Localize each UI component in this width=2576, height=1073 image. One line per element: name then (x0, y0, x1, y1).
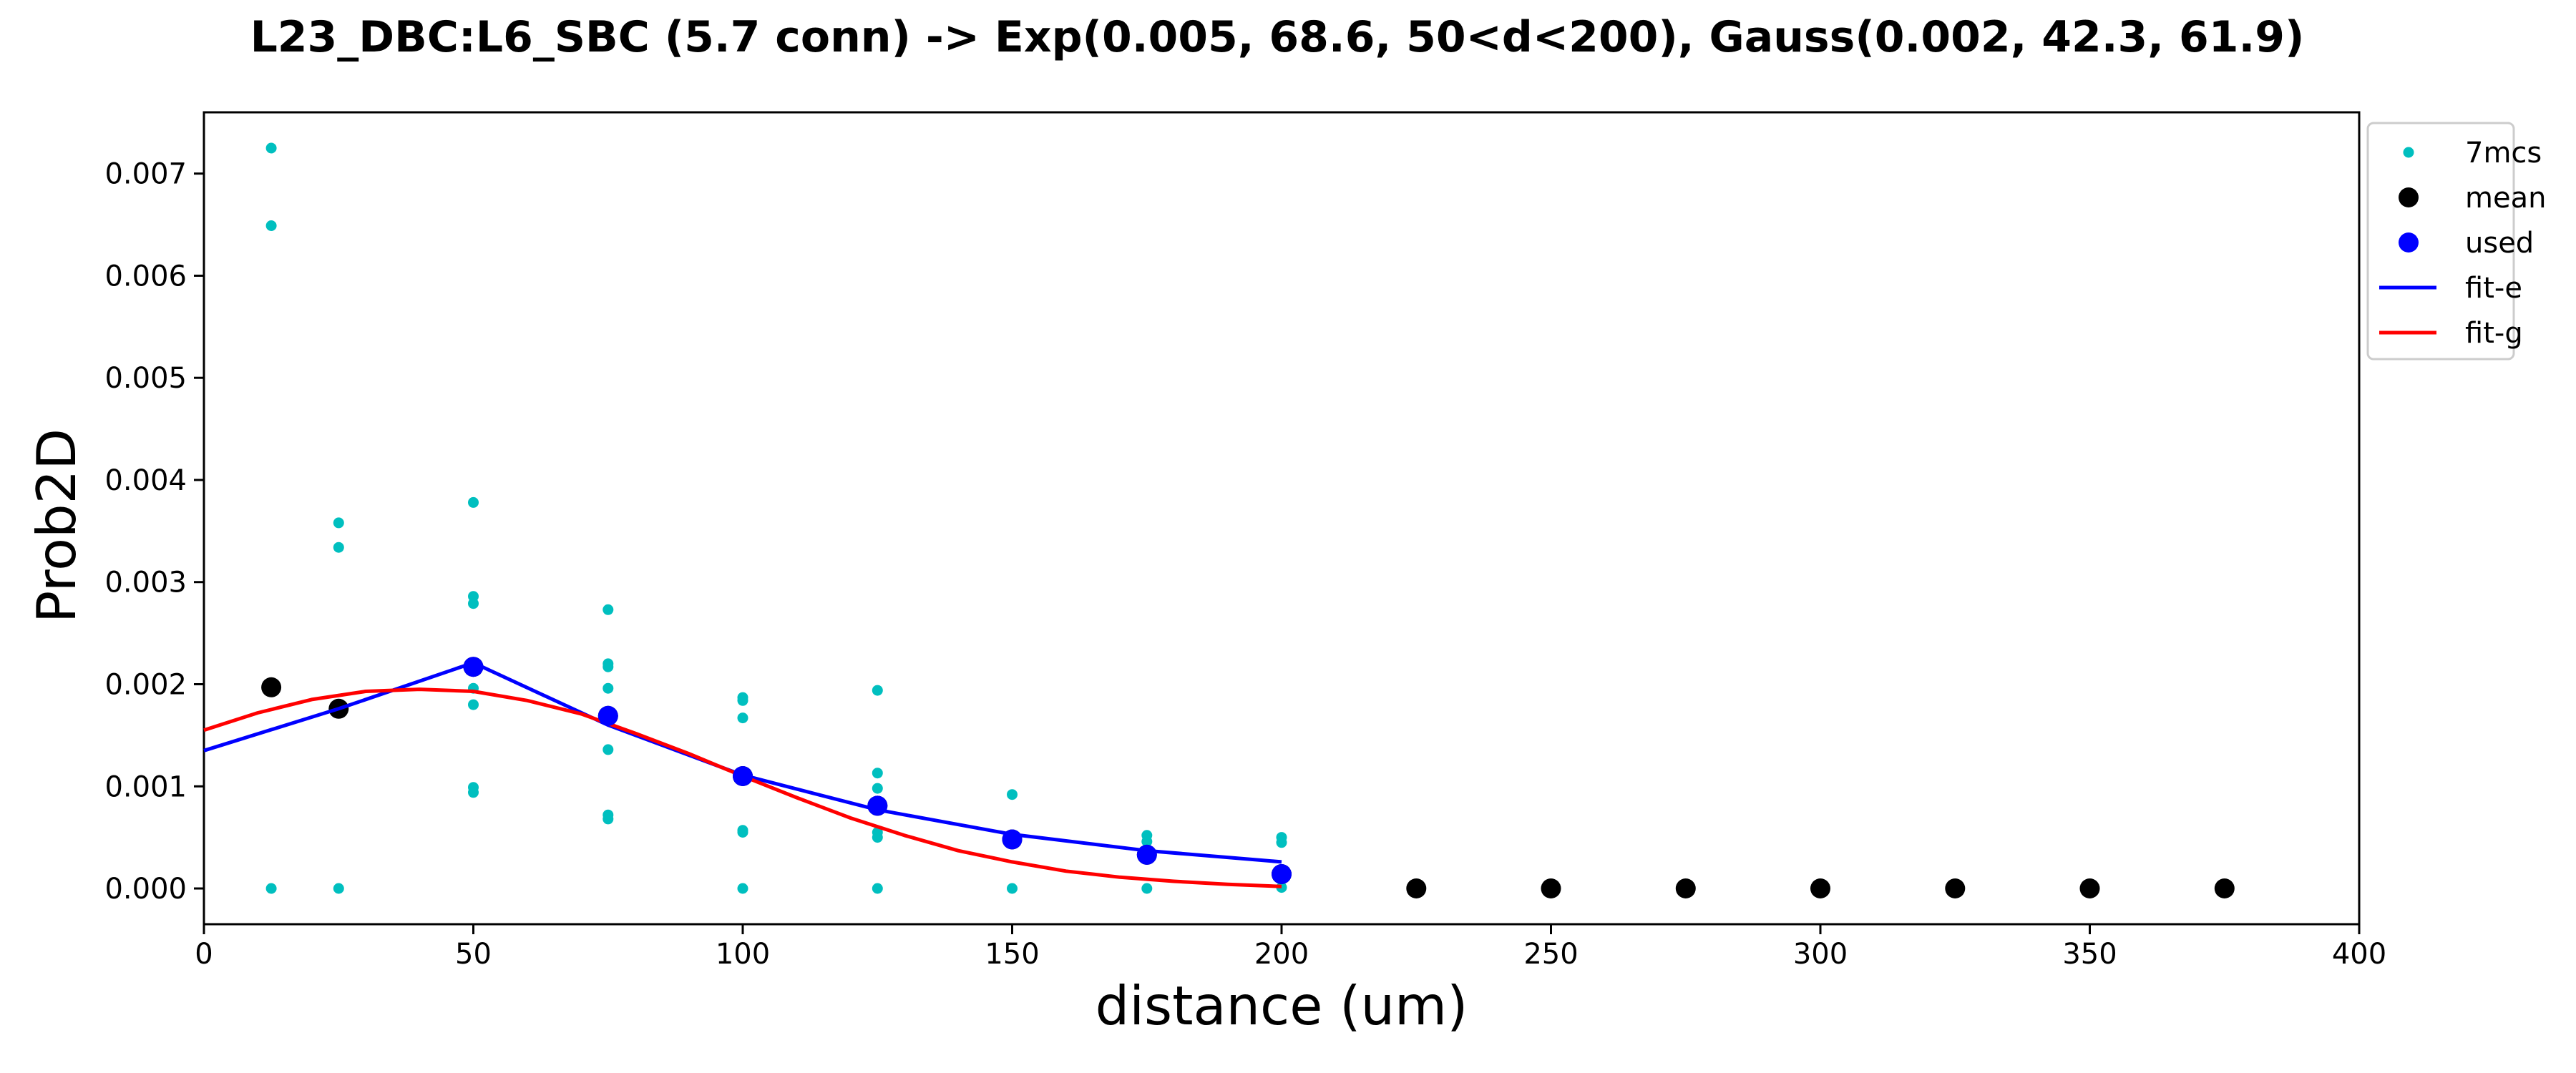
point-7mcs (265, 883, 277, 894)
x-tick-label: 0 (195, 938, 213, 971)
legend-label: mean (2465, 182, 2546, 215)
point-7mcs (265, 142, 277, 154)
legend-item-fit-g: fit-g (2379, 317, 2523, 350)
point-used (597, 705, 618, 726)
point-7mcs (872, 783, 883, 794)
x-tick-label: 150 (985, 938, 1039, 971)
point-mean (261, 677, 282, 697)
point-mean (1675, 878, 1696, 898)
x-tick-label: 350 (2062, 938, 2117, 971)
x-tick-label: 300 (1793, 938, 1848, 971)
point-7mcs (1141, 836, 1153, 847)
y-tick-label: 0.006 (104, 260, 187, 293)
x-tick-label: 200 (1254, 938, 1309, 971)
x-axis-label: distance (um) (1096, 974, 1468, 1037)
legend-swatch (2399, 187, 2419, 207)
point-7mcs (602, 604, 614, 615)
y-axis-ticks: 0.000 0.001 0.002 0.003 0.004 0.005 0.006 0.007 (104, 158, 204, 906)
point-7mcs (468, 496, 479, 508)
point-used (463, 657, 484, 677)
y-axis-label: Prob2D (25, 428, 88, 623)
point-used (867, 795, 888, 816)
point-7mcs (333, 517, 344, 529)
legend-frame (2366, 122, 2515, 361)
legend: 7mcs mean used fit-e fit-g (2366, 122, 2546, 361)
legend-label: fit-g (2465, 317, 2523, 350)
point-7mcs (468, 787, 479, 798)
point-7mcs (468, 598, 479, 609)
x-axis-ticks: 0 50 100 150 200 250 300 350 400 (195, 924, 2386, 971)
point-7mcs (333, 883, 344, 894)
point-7mcs (737, 827, 748, 838)
point-7mcs (468, 699, 479, 710)
legend-label: fit-e (2465, 272, 2522, 305)
point-mean (1810, 878, 1830, 898)
x-tick-label: 400 (2332, 938, 2386, 971)
point-7mcs (737, 883, 748, 894)
legend-label: 7mcs (2465, 137, 2542, 170)
point-mean (2079, 878, 2100, 898)
legend-swatch (2399, 232, 2419, 253)
point-7mcs (602, 682, 614, 694)
legend-item-fit-e: fit-e (2379, 272, 2522, 305)
y-tick-label: 0.003 (104, 567, 187, 599)
point-7mcs (872, 685, 883, 696)
x-tick-label: 100 (716, 938, 770, 971)
legend-items: 7mcs mean used fit-e fit-g (2379, 137, 2546, 350)
point-used (1002, 829, 1023, 850)
point-7mcs (1141, 883, 1153, 894)
y-tick-label: 0.002 (104, 668, 187, 701)
point-7mcs (333, 542, 344, 553)
point-7mcs (872, 768, 883, 779)
x-tick-label: 250 (1523, 938, 1578, 971)
point-7mcs (602, 661, 614, 672)
point-mean (1541, 878, 1561, 898)
y-tick-label: 0.004 (104, 464, 187, 497)
point-7mcs (602, 813, 614, 825)
plot-area: 0 50 100 150 200 250 300 350 400 0.000 0.001 0.002… (104, 111, 2386, 971)
legend-swatch (2403, 147, 2414, 158)
point-7mcs (872, 883, 883, 894)
y-tick-label: 0.000 (104, 873, 187, 906)
point-mean (1406, 878, 1427, 898)
point-7mcs (737, 712, 748, 724)
point-mean (2214, 878, 2235, 898)
legend-item-7mcs: 7mcs (2403, 137, 2542, 170)
point-7mcs (602, 744, 614, 755)
point-7mcs (1007, 789, 1018, 800)
legend-item-used: used (2399, 227, 2534, 260)
x-tick-label: 50 (455, 938, 492, 971)
series-7mcs (265, 142, 1287, 894)
point-used (1272, 864, 1292, 884)
point-7mcs (737, 695, 748, 706)
y-tick-label: 0.007 (104, 158, 187, 191)
point-7mcs (1276, 837, 1287, 848)
point-mean (1945, 878, 1966, 898)
legend-label: used (2465, 227, 2534, 260)
point-used (733, 766, 753, 786)
chart-title: L23_DBC:L6_SBC (5.7 conn) -> Exp(0.005, … (250, 12, 2305, 62)
y-tick-label: 0.005 (104, 362, 187, 395)
legend-item-mean: mean (2399, 182, 2546, 215)
series-layer (203, 142, 2235, 898)
y-tick-label: 0.001 (104, 770, 187, 803)
series-used (463, 657, 1292, 884)
point-7mcs (1007, 883, 1018, 894)
point-7mcs (265, 220, 277, 231)
point-used (1136, 844, 1157, 865)
point-7mcs (872, 832, 883, 843)
